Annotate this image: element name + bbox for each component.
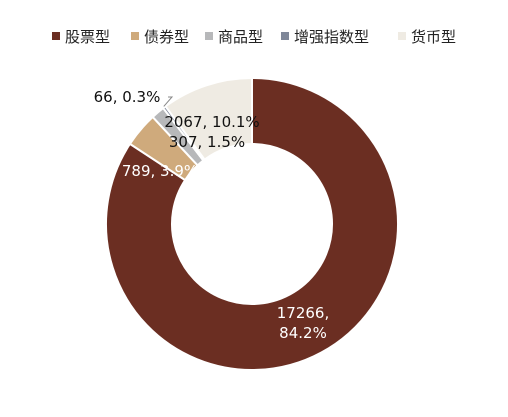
- legend-label: 股票型: [65, 28, 110, 46]
- legend-label: 增强指数型: [294, 28, 369, 46]
- legend-label: 债券型: [144, 28, 189, 46]
- data-label: 307, 1.5%: [169, 133, 245, 151]
- data-label: 66, 0.3%: [94, 88, 161, 106]
- data-label: 2067, 10.1%: [164, 113, 259, 131]
- legend-swatch: [205, 32, 213, 40]
- leader-line: [163, 96, 174, 107]
- legend-swatch: [52, 32, 60, 40]
- data-label: 789, 3.9%: [122, 162, 198, 180]
- donut-slice: [105, 76, 399, 371]
- legend-label: 商品型: [218, 28, 263, 46]
- legend: 股票型 债券型 商品型 增强指数型 货币型: [52, 28, 456, 46]
- data-labels: 17266, 84.2% 789, 3.9% 307, 1.5% 66, 0.3%206…: [94, 88, 330, 342]
- leader-lines: [163, 96, 174, 107]
- data-label: 17266, 84.2%: [277, 304, 330, 342]
- donut-slice: [164, 76, 253, 161]
- legend-swatch: [131, 32, 139, 40]
- slices: [105, 76, 399, 371]
- legend-label: 货币型: [411, 28, 456, 46]
- legend-swatch: [281, 32, 289, 40]
- legend-swatch: [398, 32, 406, 40]
